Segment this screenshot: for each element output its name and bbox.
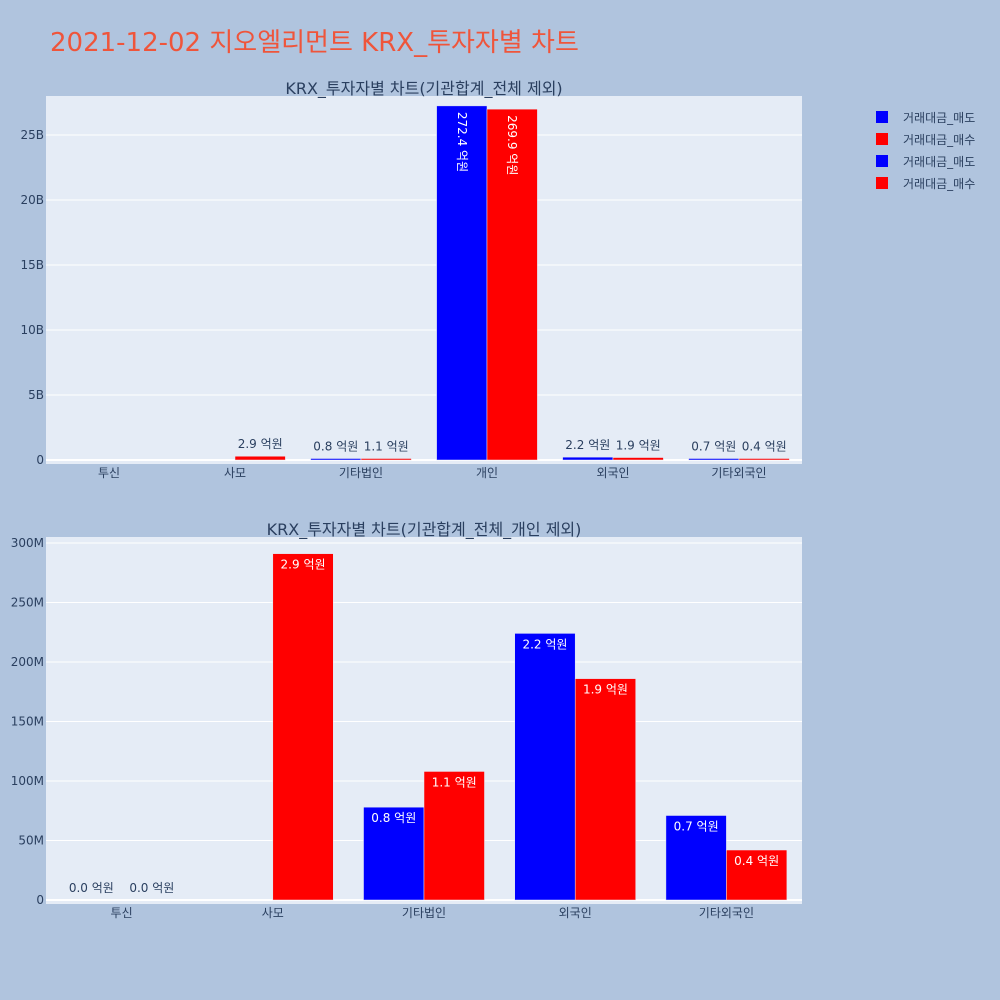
data-label: 2.9 억원 xyxy=(238,437,283,451)
data-label: 1.9 억원 xyxy=(583,683,628,697)
data-label: 2.9 억원 xyxy=(281,558,326,572)
chart-title: KRX_투자자별 차트(기관합계_전체_개인 제외) xyxy=(267,520,582,540)
y-tick-label: 25B xyxy=(20,128,44,142)
data-label: 2.2 억원 xyxy=(565,438,610,452)
x-tick-label: 외국인 xyxy=(596,466,629,480)
data-label: 272.4 억원 xyxy=(455,112,469,172)
bar-sell xyxy=(562,456,614,461)
y-tick-label: 15B xyxy=(20,258,44,272)
x-tick-label: 기타외국인 xyxy=(711,466,766,480)
bar-sell xyxy=(688,458,740,461)
y-tick-label: 0 xyxy=(36,453,44,467)
legend-item[interactable]: 거래대금_매수 xyxy=(876,128,975,150)
legend-label: 거래대금_매수 xyxy=(903,132,976,147)
x-tick-label: 기타법인 xyxy=(339,466,383,480)
data-label: 1.1 억원 xyxy=(432,775,477,789)
data-label: 0.0 억원 xyxy=(129,881,174,895)
data-label: 269.9 억원 xyxy=(505,115,519,175)
data-label: 0.8 억원 xyxy=(371,811,416,825)
bar-buy xyxy=(423,771,485,901)
data-label: 0.4 억원 xyxy=(734,854,779,868)
legend-swatch-sell xyxy=(876,111,888,123)
x-tick-label: 개인 xyxy=(476,466,498,480)
data-label: 0.7 억원 xyxy=(674,819,719,833)
data-label: 0.7 억원 xyxy=(691,440,736,454)
legend-swatch-buy xyxy=(876,133,888,145)
data-label: 2.2 억원 xyxy=(522,637,567,651)
bar-buy xyxy=(360,458,412,461)
chart-title: KRX_투자자별 차트(기관합계_전체 제외) xyxy=(285,79,562,99)
page-title: 2021-12-02 지오엘리먼트 KRX_투자자별 차트 xyxy=(50,28,579,58)
bar-buy xyxy=(486,108,538,461)
x-tick-label: 외국인 xyxy=(559,906,592,920)
legend-item[interactable]: 거래대금_매도 xyxy=(876,150,975,172)
y-tick-label: 5B xyxy=(28,388,44,402)
bar-sell xyxy=(310,458,362,461)
y-tick-label: 200M xyxy=(11,655,44,669)
bar-buy xyxy=(738,458,790,461)
x-tick-label: 투신 xyxy=(98,466,120,480)
x-tick-label: 사모 xyxy=(224,466,246,480)
bar-sell xyxy=(514,633,576,901)
legend-label: 거래대금_매도 xyxy=(903,110,976,125)
y-tick-label: 20B xyxy=(20,193,44,207)
bar-buy xyxy=(612,457,664,461)
data-label: 0.8 억원 xyxy=(313,440,358,454)
data-label: 0.0 억원 xyxy=(69,881,114,895)
legend: 거래대금_매도 거래대금_매수 거래대금_매도 거래대금_매수 xyxy=(876,106,975,194)
y-tick-label: 100M xyxy=(11,774,44,788)
bar-sell xyxy=(665,815,727,901)
y-tick-label: 250M xyxy=(11,595,44,609)
y-tick-label: 50M xyxy=(18,833,44,847)
legend-item[interactable]: 거래대금_매도 xyxy=(876,106,975,128)
bar-buy xyxy=(234,455,286,461)
legend-item[interactable]: 거래대금_매수 xyxy=(876,172,975,194)
bar-buy xyxy=(726,849,788,901)
legend-label: 거래대금_매도 xyxy=(903,154,976,169)
data-label: 1.1 억원 xyxy=(364,440,409,454)
legend-label: 거래대금_매수 xyxy=(903,176,976,191)
y-tick-label: 150M xyxy=(11,714,44,728)
plot-area xyxy=(46,96,802,464)
legend-swatch-buy xyxy=(876,177,888,189)
x-tick-label: 기타외국인 xyxy=(699,906,754,920)
y-tick-label: 0 xyxy=(36,893,44,907)
data-label: 0.4 억원 xyxy=(742,440,787,454)
data-label: 1.9 억원 xyxy=(616,439,661,453)
bar-buy xyxy=(272,553,334,901)
x-tick-label: 사모 xyxy=(262,906,284,920)
bar-buy xyxy=(574,678,636,901)
x-tick-label: 투신 xyxy=(111,906,133,920)
y-tick-label: 300M xyxy=(11,536,44,550)
x-tick-label: 기타법인 xyxy=(402,906,446,920)
legend-swatch-sell xyxy=(876,155,888,167)
bar-sell xyxy=(363,806,425,901)
y-tick-label: 10B xyxy=(20,323,44,337)
